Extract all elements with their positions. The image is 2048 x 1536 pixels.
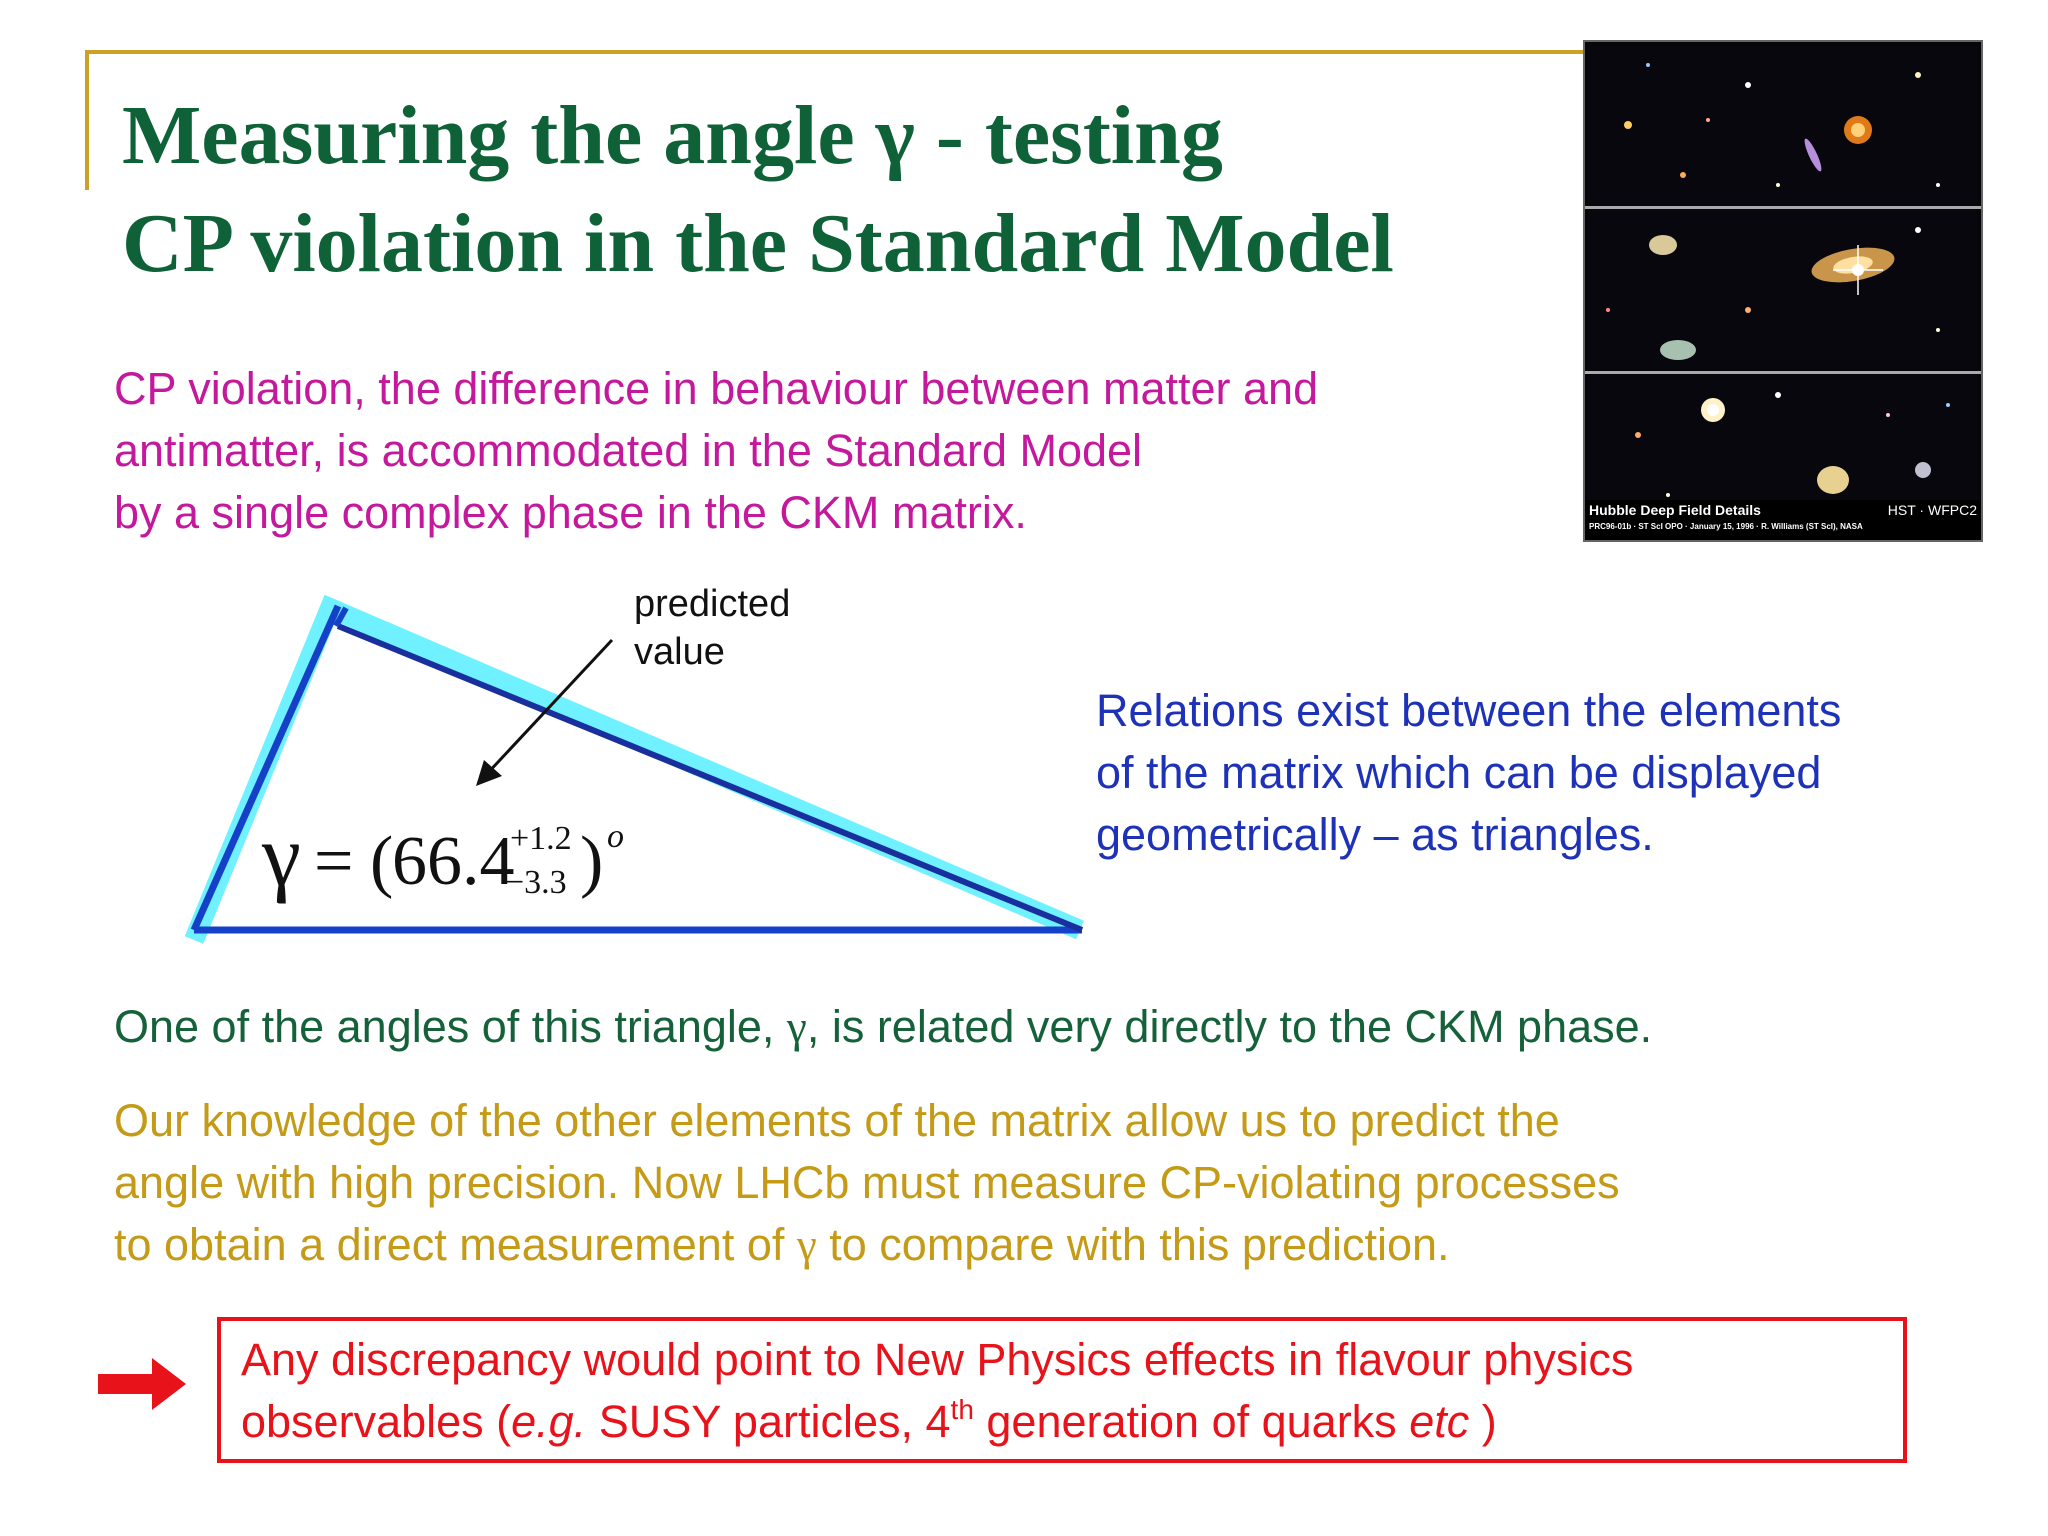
- discrepancy-line-2: observables (e.g. SUSY particles, 4th ge…: [241, 1391, 1883, 1453]
- galaxy-panel-middle: [1588, 210, 1978, 370]
- panel-divider: [1585, 371, 1981, 374]
- intro-line-2: antimatter, is accommodated in the Stand…: [114, 425, 1143, 476]
- knowledge-line-3: to obtain a direct measurement of γ to c…: [114, 1214, 1620, 1276]
- formula-value: 66.4: [392, 823, 515, 900]
- discrepancy-etc: etc: [1409, 1396, 1470, 1447]
- knowledge-gamma-symbol: γ: [796, 1220, 817, 1270]
- formula-close-paren: ): [580, 823, 604, 900]
- caption-instrument: HST · WFPC2: [1887, 502, 1977, 518]
- intro-line-3: by a single complex phase in the CKM mat…: [114, 487, 1027, 538]
- triangle-left-side: [190, 604, 342, 932]
- unitarity-triangle: [184, 594, 1084, 944]
- predicted-label-line-1: predicted: [634, 583, 791, 625]
- caption-credit: PRC96-01b · ST ScI OPO · January 15, 199…: [1589, 522, 1863, 531]
- knowledge-line-2: angle with high precision. Now LHCb must…: [114, 1157, 1620, 1208]
- relations-line-2: of the matrix which can be displayed: [1096, 747, 1822, 798]
- knowledge-line-3-after: to compare with this prediction.: [816, 1219, 1450, 1270]
- discrepancy-eg: e.g.: [511, 1396, 587, 1447]
- predicted-value-label: predicted value: [634, 580, 790, 676]
- angle-gamma-symbol: γ: [786, 1002, 807, 1052]
- galaxy-panel-top: [1588, 45, 1978, 205]
- title-line-2: CP violation in the Standard Model: [122, 197, 1394, 290]
- angle-paragraph: One of the angles of this triangle, γ, i…: [114, 996, 1652, 1058]
- panel-divider: [1585, 206, 1981, 209]
- annotation-arrow-shaft: [483, 638, 614, 778]
- formula-open-paren: (: [370, 823, 394, 900]
- discrepancy-line-2-c: generation of quarks: [973, 1396, 1410, 1447]
- formula-equals: =: [314, 823, 354, 900]
- angle-line: One of the angles of this triangle, γ, i…: [114, 996, 1652, 1058]
- caption-title: Hubble Deep Field Details: [1589, 502, 1761, 518]
- knowledge-paragraph: Our knowledge of the other elements of t…: [114, 1090, 1620, 1276]
- discrepancy-sup-th: th: [950, 1394, 974, 1425]
- formula-degree-unit: o: [607, 818, 624, 855]
- formula-upper-error: +1.2: [510, 820, 572, 857]
- predicted-label-line-2: value: [634, 631, 725, 673]
- discrepancy-line-2-a: observables (: [241, 1396, 512, 1447]
- annotation-arrow-head: [476, 760, 502, 786]
- hubble-deep-field-image: Hubble Deep Field Details HST · WFPC2 PR…: [1583, 40, 1983, 542]
- discrepancy-callout: Any discrepancy would point to New Physi…: [217, 1317, 1907, 1463]
- angle-text-before: One of the angles of this triangle,: [114, 1001, 787, 1052]
- discrepancy-line-2-b: SUSY particles, 4: [586, 1396, 951, 1447]
- title-line-1: Measuring the angle γ - testing: [122, 89, 1223, 182]
- triangle-apex-tick: [333, 606, 349, 628]
- knowledge-line-1: Our knowledge of the other elements of t…: [114, 1095, 1560, 1146]
- relations-line-1: Relations exist between the elements: [1096, 685, 1842, 736]
- discrepancy-line-2-d: ): [1469, 1396, 1497, 1447]
- intro-paragraph: CP violation, the difference in behaviou…: [114, 358, 1318, 544]
- formula-lower-error: −3.3: [505, 864, 567, 901]
- formula-gamma-symbol: γ: [262, 808, 301, 905]
- relations-paragraph: Relations exist between the elements of …: [1096, 680, 1841, 866]
- knowledge-line-3-before: to obtain a direct measurement of: [114, 1219, 797, 1270]
- image-caption: Hubble Deep Field Details HST · WFPC2 PR…: [1585, 500, 1981, 540]
- right-arrow-icon: [98, 1358, 186, 1410]
- relations-line-3: geometrically – as triangles.: [1096, 809, 1654, 860]
- intro-line-1: CP violation, the difference in behaviou…: [114, 363, 1319, 414]
- slide-title: Measuring the angle γ - testing CP viola…: [122, 82, 1562, 298]
- discrepancy-line-1: Any discrepancy would point to New Physi…: [241, 1334, 1634, 1385]
- triangle-right-side: [336, 623, 1084, 933]
- frame-top-line: [85, 50, 1590, 54]
- angle-text-after: , is related very directly to the CKM ph…: [806, 1001, 1653, 1052]
- frame-left-line: [85, 50, 89, 190]
